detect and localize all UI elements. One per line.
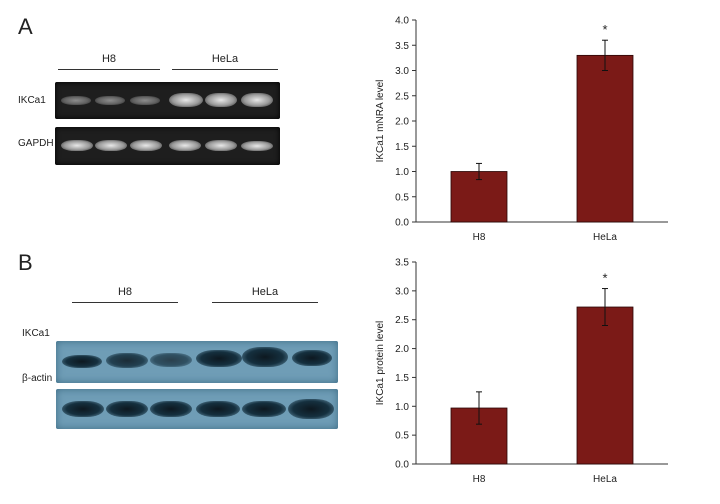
western-blot-ikca1 bbox=[56, 341, 338, 383]
panel-b-group-h8: H8 bbox=[117, 286, 133, 298]
chart-a-x-tick-label: HeLa bbox=[593, 232, 617, 243]
panel-b-row-ikca1-label: IKCa1 bbox=[22, 328, 50, 339]
gel-band bbox=[95, 96, 125, 105]
chart-b-x-tick-label: H8 bbox=[473, 474, 486, 485]
western-band bbox=[106, 401, 148, 417]
panel-b-group-hela: HeLa bbox=[251, 286, 279, 298]
chart-b-y-tick-label: 1.0 bbox=[395, 402, 409, 413]
chart-b-x-tick-label: HeLa bbox=[593, 474, 617, 485]
chart-a-y-tick-label: 1.5 bbox=[395, 142, 409, 153]
chart-protein-level: 0.0 0.5 1.0 1.5 2.0 2.5 3.0 3.5 IKCa1 protein le… bbox=[375, 258, 668, 485]
panel-b-group-hela-line bbox=[212, 302, 318, 303]
gel-blot-gapdh bbox=[55, 127, 280, 165]
chart-a-bar bbox=[576, 54, 634, 223]
chart-a-y-tick-label: 4.0 bbox=[395, 16, 409, 27]
chart-mrna-level: 0.0 0.5 1.0 1.5 2.0 2.5 3.0 3.5 4.0 IKCa1 mNRA le… bbox=[375, 16, 668, 243]
panel-a-group-h8-line bbox=[58, 69, 160, 70]
gel-band bbox=[61, 140, 93, 151]
chart-a-y-tick-label: 3.5 bbox=[395, 41, 409, 52]
western-band bbox=[62, 355, 102, 368]
chart-a-y-tick-label: 2.0 bbox=[395, 117, 409, 128]
chart-a-significance-label: * bbox=[602, 22, 607, 37]
chart-b-bar bbox=[576, 306, 634, 465]
gel-blot-ikca1 bbox=[55, 82, 280, 119]
panel-a-letter: A bbox=[18, 14, 33, 39]
chart-b-y-tick-label: 3.5 bbox=[395, 258, 409, 269]
western-band bbox=[62, 401, 104, 417]
panel-a-row-gapdh-label: GAPDH bbox=[18, 138, 54, 149]
western-band bbox=[292, 350, 332, 366]
panel-b-group-h8-line bbox=[72, 302, 178, 303]
gel-band bbox=[205, 93, 237, 107]
chart-a-y-tick-label: 0.0 bbox=[395, 218, 409, 229]
gel-band bbox=[241, 141, 273, 151]
western-band bbox=[150, 401, 192, 417]
gel-band bbox=[169, 140, 201, 151]
gel-band bbox=[130, 140, 162, 151]
chart-b-y-tick-label: 0.5 bbox=[395, 431, 409, 442]
chart-a-y-tick-label: 1.0 bbox=[395, 167, 409, 178]
chart-a-x-tick-label: H8 bbox=[473, 232, 486, 243]
panel-a-row-ikca1-label: IKCa1 bbox=[18, 95, 46, 106]
chart-b-y-tick-label: 1.5 bbox=[395, 373, 409, 384]
western-band bbox=[196, 350, 242, 367]
chart-a-y-tick-label: 0.5 bbox=[395, 192, 409, 203]
gel-band bbox=[241, 93, 273, 107]
western-band bbox=[242, 401, 286, 417]
western-band bbox=[242, 347, 288, 367]
chart-a-y-tick-label: 2.5 bbox=[395, 91, 409, 102]
panel-b-row-bactin-label: β-actin bbox=[22, 373, 53, 384]
panel-a-group-hela-line bbox=[172, 69, 278, 70]
chart-b-y-axis-label: IKCa1 protein level bbox=[375, 321, 386, 406]
chart-a-y-tick-label: 3.0 bbox=[395, 66, 409, 77]
chart-b-y-tick-label: 0.0 bbox=[395, 460, 409, 471]
chart-b-significance-label: * bbox=[602, 271, 607, 286]
panel-a-group-hela: HeLa bbox=[211, 53, 239, 65]
western-band bbox=[106, 353, 148, 368]
western-band bbox=[150, 353, 192, 367]
gel-band bbox=[61, 96, 91, 105]
western-band bbox=[196, 401, 240, 417]
chart-a-y-axis-label: IKCa1 mNRA level bbox=[375, 80, 386, 163]
western-band bbox=[288, 399, 334, 419]
gel-band bbox=[95, 140, 127, 151]
gel-band bbox=[205, 140, 237, 151]
chart-b-y-tick-label: 2.0 bbox=[395, 344, 409, 355]
gel-band bbox=[169, 93, 203, 107]
chart-b-y-tick-label: 2.5 bbox=[395, 315, 409, 326]
western-blot-bactin bbox=[56, 389, 338, 429]
gel-band bbox=[130, 96, 160, 105]
chart-b-y-tick-label: 3.0 bbox=[395, 286, 409, 297]
panel-a-group-h8: H8 bbox=[101, 53, 117, 65]
panel-b-letter: B bbox=[18, 250, 33, 275]
